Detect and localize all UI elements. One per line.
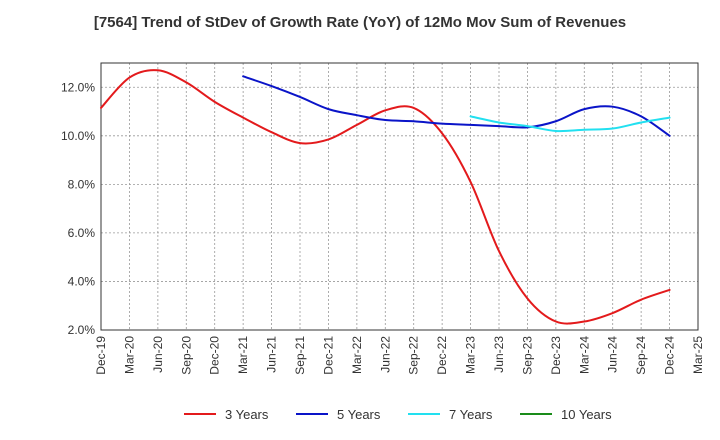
- plot-frame: [100, 62, 699, 331]
- x-tick-label: Jun-21: [265, 336, 279, 373]
- legend-label-3-years: 3 Years: [225, 407, 269, 422]
- x-tick-label: Jun-22: [378, 336, 392, 373]
- x-tick-label: Mar-21: [236, 336, 250, 374]
- x-tick-label: Jun-23: [492, 336, 506, 373]
- x-tick-label: Sep-21: [293, 336, 307, 375]
- y-tick-label: 12.0%: [61, 80, 95, 94]
- legend-label-5-years: 5 Years: [337, 407, 381, 422]
- x-tick-label: Sep-20: [179, 336, 193, 375]
- x-tick-label: Mar-23: [464, 336, 478, 374]
- y-tick-label: 4.0%: [68, 274, 96, 288]
- x-tick-label: Sep-22: [407, 336, 421, 375]
- series-line-5-years: [242, 75, 671, 137]
- x-tick-label: Dec-21: [321, 336, 335, 375]
- x-tick-label: Dec-24: [663, 336, 677, 375]
- y-tick-label: 2.0%: [68, 323, 96, 337]
- grid: [101, 63, 698, 331]
- x-tick-label: Jun-24: [606, 336, 620, 373]
- x-tick-labels: Dec-19 Mar-20 Jun-20 Sep-20 Dec-20 Mar-21 Jun-…: [94, 336, 705, 375]
- x-tick-label: Dec-19: [94, 336, 108, 375]
- x-tick-label: Mar-25: [691, 336, 705, 374]
- x-tick-label: Dec-23: [549, 336, 563, 375]
- series-line-7-years: [469, 115, 671, 133]
- x-tick-label: Sep-23: [520, 336, 534, 375]
- series-line-3-years: [100, 69, 671, 325]
- y-tick-label: 10.0%: [61, 129, 95, 143]
- series-lines: [100, 69, 671, 325]
- legend: 3 Years 5 Years 7 Years 10 Years: [184, 407, 612, 422]
- chart-title: [7564] Trend of StDev of Growth Rate (Yo…: [93, 14, 627, 31]
- y-tick-label: 8.0%: [68, 177, 96, 191]
- axes: [100, 62, 699, 331]
- y-tick-labels: 2.0% 4.0% 6.0% 8.0% 10.0% 12.0%: [61, 80, 95, 337]
- x-tick-label: Sep-24: [634, 336, 648, 375]
- x-tick-label: Dec-20: [208, 336, 222, 375]
- x-tick-label: Mar-22: [350, 336, 364, 374]
- x-tick-label: Jun-20: [151, 336, 165, 373]
- x-tick-label: Mar-24: [577, 336, 591, 374]
- x-tick-label: Mar-20: [122, 336, 136, 374]
- x-tick-label: Dec-22: [435, 336, 449, 375]
- legend-label-7-years: 7 Years: [449, 407, 493, 422]
- legend-label-10-years: 10 Years: [561, 407, 612, 422]
- y-tick-label: 6.0%: [68, 226, 96, 240]
